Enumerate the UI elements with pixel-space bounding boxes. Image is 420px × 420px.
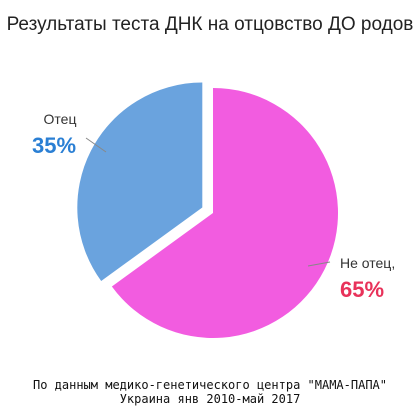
slice-label: Отец <box>44 111 77 127</box>
source-note-line1: По данным медико-генетического центра "М… <box>32 378 387 392</box>
pie-slice-ne-otets <box>111 88 338 339</box>
leader-line <box>85 137 107 153</box>
chart-title: Результаты теста ДНК на отцовство ДО род… <box>6 14 414 35</box>
leader-lines <box>85 137 331 267</box>
pie-slices <box>77 82 338 339</box>
slice-labels: Не отец, 65% Отец 35% <box>32 111 395 302</box>
leader-line <box>307 261 331 267</box>
slice-label: Не отец, <box>340 255 395 271</box>
slice-percentage: 65% <box>340 277 384 302</box>
pie-slice-otets <box>77 82 203 282</box>
slice-percentage: 35% <box>32 133 76 158</box>
source-note-line2: Украина янв 2010-май 2017 <box>119 392 301 406</box>
source-note: По данным медико-генетического центра "М… <box>0 378 420 406</box>
